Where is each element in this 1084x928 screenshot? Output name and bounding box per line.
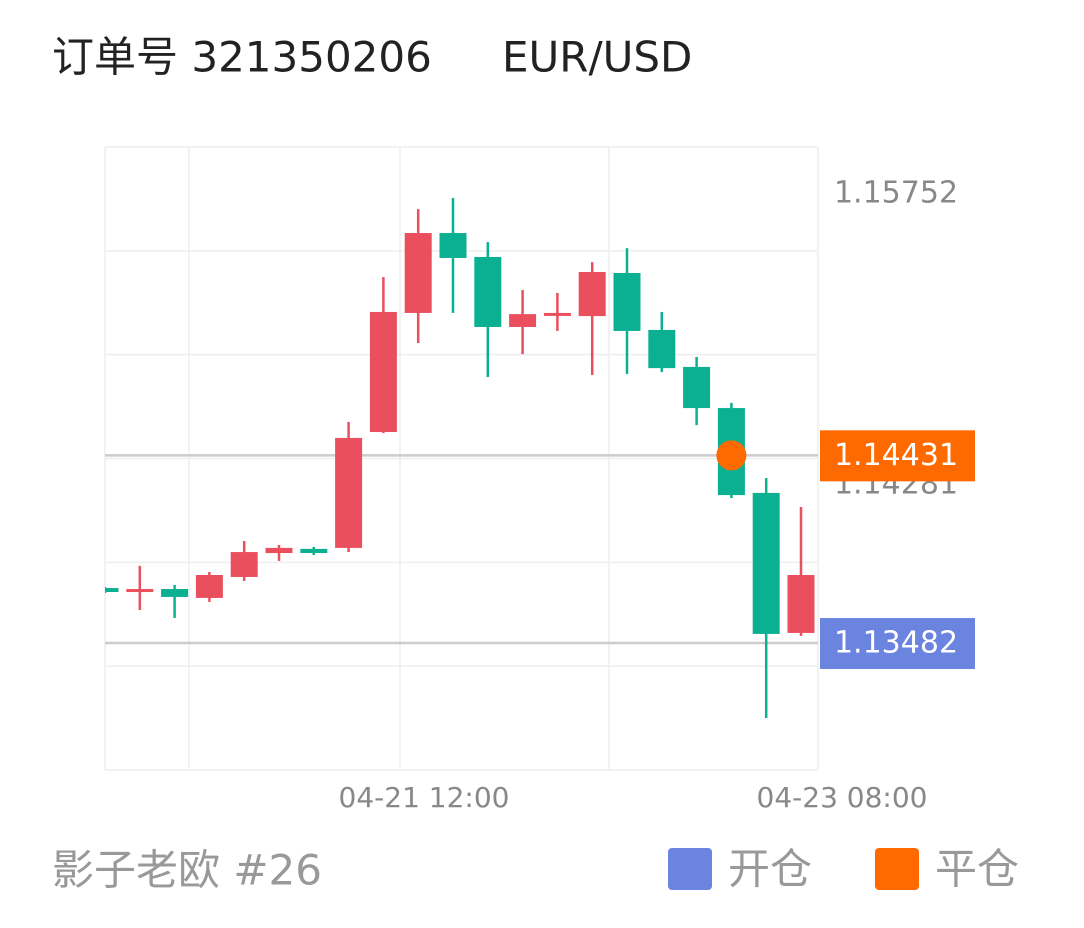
- candle-body: [578, 271, 606, 317]
- candle-body: [509, 314, 537, 327]
- legend-swatch: [875, 848, 919, 890]
- order-number: 订单号 321350206: [52, 33, 432, 82]
- candle-body: [752, 492, 780, 634]
- x-tick-label: 04-21 12:00: [339, 781, 510, 814]
- candle-body: [613, 272, 641, 331]
- legend-label: 平仓: [935, 845, 1019, 894]
- candle-body: [648, 329, 676, 369]
- marker-dot: [716, 440, 747, 471]
- candle-body: [683, 366, 711, 409]
- candle-body: [404, 233, 432, 313]
- footer: 影子老欧 #26: [52, 846, 322, 895]
- legend-swatch: [668, 848, 712, 890]
- candles: [105, 198, 815, 718]
- candle-body: [230, 552, 258, 577]
- y-tick-label: 1.15752: [834, 176, 958, 211]
- candle-body: [105, 588, 119, 592]
- price-label: 1.14431: [834, 438, 958, 473]
- candle-body: [543, 312, 571, 316]
- legend-label: 开仓: [728, 845, 812, 894]
- candle-body: [369, 311, 397, 432]
- candle-body: [265, 547, 293, 554]
- candle-body: [161, 589, 189, 597]
- candle-body: [126, 589, 154, 593]
- candle-body: [300, 548, 328, 554]
- candle-body: [474, 256, 502, 327]
- candle-body: [195, 574, 223, 598]
- price-label: 1.13482: [834, 626, 958, 661]
- candle-body: [335, 437, 363, 548]
- price-box: [820, 430, 975, 482]
- candle-body: [439, 233, 467, 258]
- x-tick-label: 04-23 08:00: [757, 781, 928, 814]
- price-box: [820, 618, 975, 670]
- candle-body: [787, 574, 815, 633]
- symbol: EUR/USD: [502, 33, 692, 82]
